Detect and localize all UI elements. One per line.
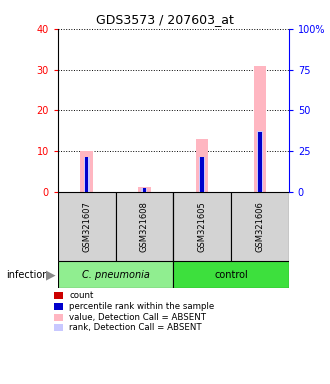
Text: percentile rank within the sample: percentile rank within the sample: [69, 302, 214, 311]
Bar: [85, 157, 88, 192]
Bar: [173, 261, 289, 288]
Text: GDS3573 / 207603_at: GDS3573 / 207603_at: [96, 13, 234, 26]
Bar: [138, 187, 151, 192]
Text: GSM321607: GSM321607: [82, 201, 91, 252]
Bar: [84, 157, 89, 192]
Bar: [143, 191, 146, 192]
Bar: [253, 66, 266, 192]
Bar: [199, 157, 205, 192]
Text: value, Detection Call = ABSENT: value, Detection Call = ABSENT: [69, 313, 206, 322]
Bar: [85, 191, 88, 192]
Bar: [143, 188, 146, 192]
Bar: [58, 261, 173, 288]
Bar: [80, 151, 93, 192]
Bar: [258, 132, 262, 192]
Bar: [257, 131, 263, 192]
Text: GSM321605: GSM321605: [198, 201, 207, 252]
Text: GSM321608: GSM321608: [140, 201, 149, 252]
Text: infection: infection: [7, 270, 49, 280]
Bar: [200, 157, 204, 192]
Text: control: control: [214, 270, 248, 280]
Text: C. pneumonia: C. pneumonia: [82, 270, 149, 280]
Bar: [258, 191, 261, 192]
Bar: [196, 139, 209, 192]
Text: rank, Detection Call = ABSENT: rank, Detection Call = ABSENT: [69, 323, 202, 333]
Text: GSM321606: GSM321606: [255, 201, 264, 252]
Text: count: count: [69, 291, 94, 300]
Bar: [173, 192, 231, 261]
Bar: [201, 191, 204, 192]
Bar: [231, 192, 289, 261]
Bar: [58, 192, 115, 261]
Bar: [115, 192, 173, 261]
Text: ▶: ▶: [46, 268, 56, 281]
Bar: [142, 188, 147, 192]
